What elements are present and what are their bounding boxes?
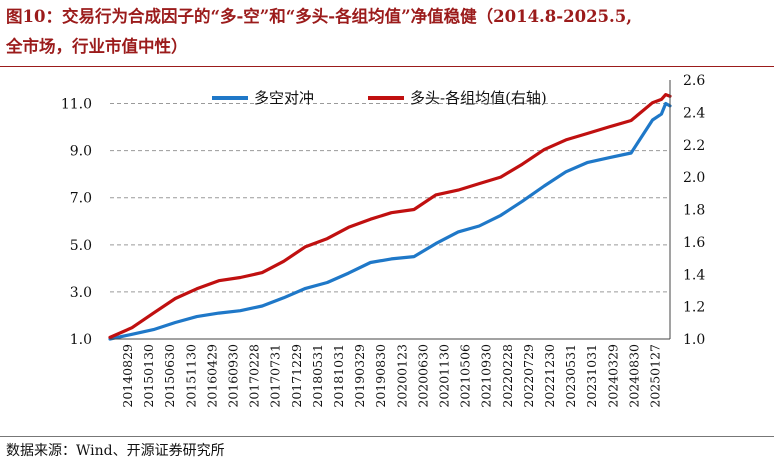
left-axis-tick-labels: 1.0 3.0 5.0 7.0 9.0 11.0 bbox=[61, 97, 92, 348]
gridlines bbox=[110, 103, 670, 293]
right-axis-tick-labels: 1.0 1.2 1.4 1.6 1.8 2.0 2.2 2.4 2.6 bbox=[683, 73, 705, 348]
x-axis-tick-label: 20210506 bbox=[458, 344, 473, 408]
right-axis-tick-label: 2.4 bbox=[683, 105, 705, 121]
x-axis-tick-label: 20220729 bbox=[521, 344, 536, 408]
left-axis-tick-label: 3.0 bbox=[70, 285, 92, 301]
x-axis-tick-label: 20231031 bbox=[584, 344, 599, 408]
x-axis-tick-label: 20160930 bbox=[226, 344, 241, 408]
x-axis-tick-label: 20210930 bbox=[479, 344, 494, 408]
left-axis-tick-label: 5.0 bbox=[70, 238, 92, 254]
series-line-1 bbox=[108, 101, 672, 341]
right-axis-tick-label: 1.6 bbox=[683, 235, 705, 251]
left-axis-tick-label: 1.0 bbox=[70, 332, 92, 348]
x-axis-tick-label: 20201130 bbox=[437, 344, 452, 408]
x-axis-tick-label: 20140829 bbox=[120, 344, 135, 408]
legend-label-2: 多头-各组均值(右轴) bbox=[410, 89, 547, 107]
x-axis-tick-label: 20200123 bbox=[394, 344, 409, 408]
right-axis-tick-label: 1.8 bbox=[683, 203, 705, 219]
plot-area bbox=[110, 80, 670, 339]
x-axis-tick-label: 20220228 bbox=[500, 344, 515, 408]
chart-title-line-1: 图10：交易行为合成因子的“多-空”和“多头-各组均值”净值稳健（2014.8-… bbox=[6, 7, 633, 26]
right-axis-tick-label: 2.0 bbox=[683, 170, 705, 186]
x-axis-tick-label: 20240329 bbox=[605, 344, 620, 408]
x-axis-tick-label: 20190830 bbox=[373, 344, 388, 408]
source-rule bbox=[0, 436, 774, 437]
line-chart: 1.0 3.0 5.0 7.0 9.0 11.0 1.0 1.2 1.4 1.6 1.8 2.0 2.… bbox=[61, 73, 706, 408]
left-axis-tick-label: 7.0 bbox=[70, 191, 92, 207]
x-axis-tick-label: 20240830 bbox=[626, 344, 641, 408]
left-axis-tick-label: 11.0 bbox=[61, 97, 92, 113]
x-axis-tick-label: 20170228 bbox=[247, 344, 262, 408]
x-axis-tick-label: 20171229 bbox=[289, 344, 304, 408]
x-axis-tick-label: 20230531 bbox=[563, 344, 578, 408]
series-lines bbox=[108, 92, 672, 341]
left-axis-tick-label: 9.0 bbox=[70, 144, 92, 160]
x-axis-tick-label: 20170731 bbox=[268, 344, 283, 408]
right-axis-tick-label: 2.2 bbox=[683, 138, 705, 154]
x-axis-tick-label: 20150630 bbox=[162, 344, 177, 408]
series-line-2 bbox=[108, 92, 672, 339]
x-axis-tick-label: 20181031 bbox=[331, 344, 346, 408]
x-axis-tick-label: 20180531 bbox=[310, 344, 325, 408]
legend-label-1: 多空对冲 bbox=[254, 89, 314, 107]
chart-title-line-2: 全市场，行业市值中性） bbox=[6, 37, 188, 56]
x-axis-tick-labels: 20140829 20150130 20150630 20151130 20160429… bbox=[120, 344, 663, 408]
right-axis-tick-label: 2.6 bbox=[683, 73, 705, 89]
x-axis-tick-label: 20151130 bbox=[183, 344, 198, 408]
legend: 多空对冲 多头-各组均值(右轴) bbox=[212, 89, 547, 107]
chart-area: 1.0 3.0 5.0 7.0 9.0 11.0 1.0 1.2 1.4 1.6 1.8 2.0 2.… bbox=[0, 68, 774, 434]
source-note: 数据来源：Wind、开源证券研究所 bbox=[6, 443, 225, 459]
x-axis-tick-label: 20200630 bbox=[415, 344, 430, 408]
x-axis-tick-label: 20221230 bbox=[542, 344, 557, 408]
title-rule bbox=[0, 66, 774, 67]
x-axis-tick-label: 20250127 bbox=[648, 344, 663, 408]
x-axis-tick-label: 20190329 bbox=[352, 344, 367, 408]
x-axis-tick-label: 20150130 bbox=[141, 344, 156, 408]
right-axis-tick-label: 1.4 bbox=[683, 267, 705, 283]
right-axis-tick-label: 1.0 bbox=[683, 332, 705, 348]
x-axis-tick-label: 20160429 bbox=[204, 344, 219, 408]
right-axis-tick-label: 1.2 bbox=[683, 300, 705, 316]
chart-title: 图10：交易行为合成因子的“多-空”和“多头-各组均值”净值稳健（2014.8-… bbox=[6, 2, 770, 62]
